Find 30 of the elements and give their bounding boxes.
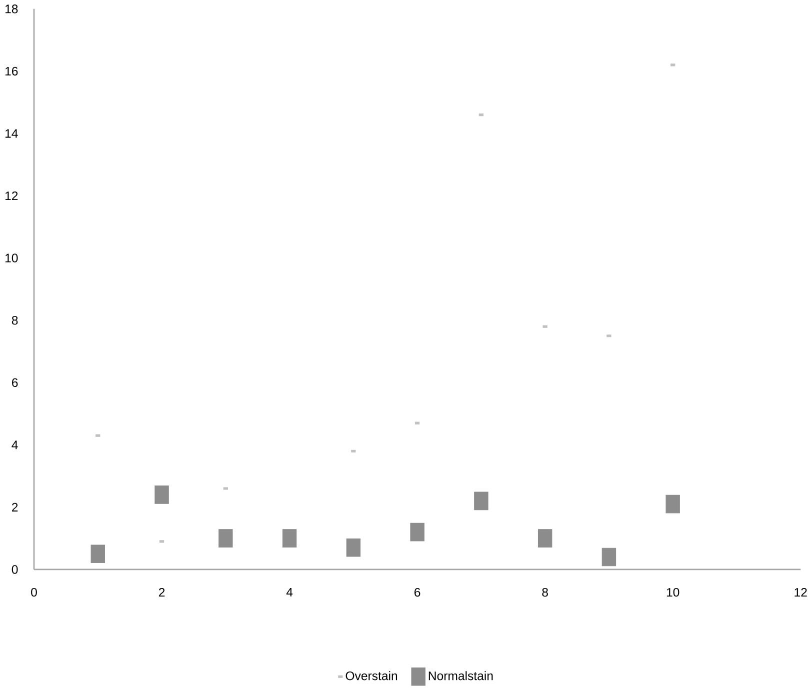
x-tick-label: 0 (31, 588, 37, 597)
y-tick-label: 12 (6, 191, 18, 200)
point (154, 485, 169, 504)
point (346, 538, 361, 557)
point (602, 548, 616, 566)
y-tick-label: 18 (6, 4, 18, 14)
point (606, 334, 612, 338)
y-tick-label: 10 (6, 254, 18, 262)
x-tick-label: 4 (286, 588, 293, 596)
y-tick-label: 2 (12, 502, 18, 512)
point (410, 522, 424, 542)
point (282, 529, 297, 548)
point (538, 529, 552, 548)
y-tick-label: 6 (12, 378, 18, 387)
y-tick-label: 0 (12, 564, 18, 574)
y-tick-label: 14 (6, 129, 18, 138)
x-tick-label: 2 (158, 588, 165, 596)
y-tick-label: 16 (6, 66, 18, 76)
point (666, 494, 680, 514)
point (218, 529, 233, 548)
x-tick-label: 12 (794, 588, 807, 596)
legend-label: Overstain (346, 671, 398, 680)
x-tick-label: 10 (666, 588, 680, 597)
y-tick-label: 4 (12, 440, 18, 449)
point (474, 492, 488, 510)
point (90, 544, 105, 563)
x-tick-label: 8 (542, 588, 548, 597)
y-tick-label: 8 (12, 316, 18, 325)
x-tick-label: 6 (414, 588, 420, 597)
legend-label: Normalstain (428, 671, 493, 680)
